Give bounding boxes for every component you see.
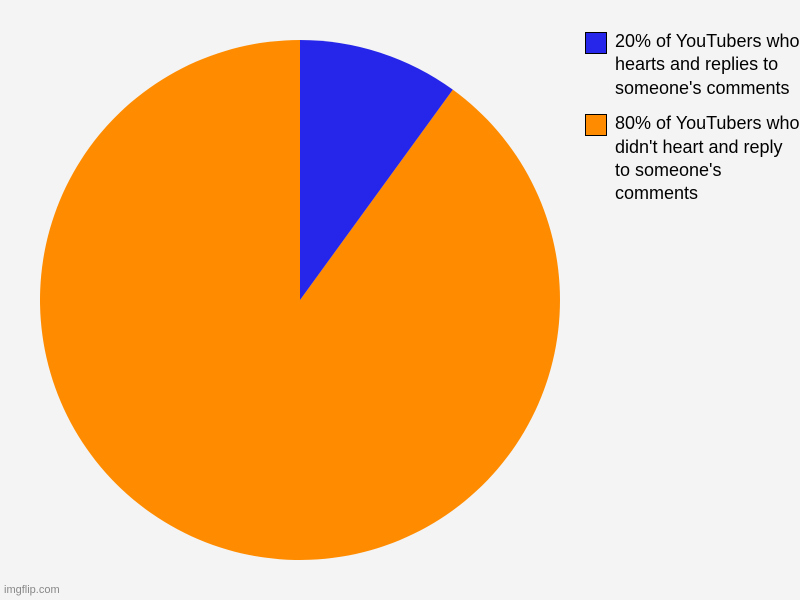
pie-chart-container: [40, 40, 560, 560]
legend-item: 20% of YouTubers who hearts and replies …: [585, 30, 800, 100]
legend-swatch: [585, 114, 607, 136]
watermark: imgflip.com: [4, 584, 60, 596]
legend: 20% of YouTubers who hearts and replies …: [585, 30, 800, 218]
legend-item: 80% of YouTubers who didn't heart and re…: [585, 112, 800, 206]
legend-label: 80% of YouTubers who didn't heart and re…: [615, 112, 800, 206]
legend-swatch: [585, 32, 607, 54]
pie-slice: [40, 40, 560, 560]
pie-chart: [40, 40, 560, 560]
legend-label: 20% of YouTubers who hearts and replies …: [615, 30, 800, 100]
